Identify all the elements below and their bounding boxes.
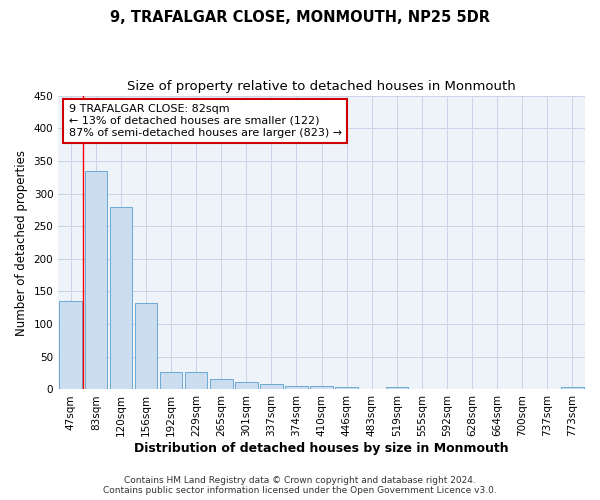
Bar <box>185 372 208 390</box>
Bar <box>260 384 283 390</box>
Title: Size of property relative to detached houses in Monmouth: Size of property relative to detached ho… <box>127 80 516 93</box>
Bar <box>386 387 408 390</box>
Bar <box>110 206 132 390</box>
Text: 9 TRAFALGAR CLOSE: 82sqm
← 13% of detached houses are smaller (122)
87% of semi-: 9 TRAFALGAR CLOSE: 82sqm ← 13% of detach… <box>69 104 342 138</box>
Bar <box>134 302 157 390</box>
Bar <box>210 379 233 390</box>
Bar <box>160 372 182 390</box>
Bar <box>310 386 333 390</box>
Bar <box>85 170 107 390</box>
Y-axis label: Number of detached properties: Number of detached properties <box>15 150 28 336</box>
Bar <box>335 388 358 390</box>
Bar <box>59 302 82 390</box>
Text: 9, TRAFALGAR CLOSE, MONMOUTH, NP25 5DR: 9, TRAFALGAR CLOSE, MONMOUTH, NP25 5DR <box>110 10 490 25</box>
Bar <box>285 386 308 390</box>
X-axis label: Distribution of detached houses by size in Monmouth: Distribution of detached houses by size … <box>134 442 509 455</box>
Bar <box>235 382 257 390</box>
Text: Contains HM Land Registry data © Crown copyright and database right 2024.
Contai: Contains HM Land Registry data © Crown c… <box>103 476 497 495</box>
Bar <box>561 387 584 390</box>
